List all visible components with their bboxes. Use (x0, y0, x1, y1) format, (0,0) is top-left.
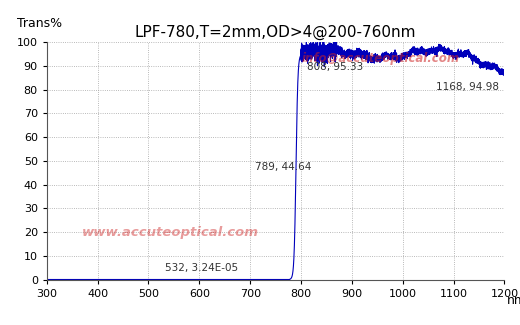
Text: 532, 3.24E-05: 532, 3.24E-05 (165, 263, 238, 273)
Text: Trans%: Trans% (17, 17, 62, 30)
Text: nm: nm (506, 294, 520, 307)
Text: www.accuteoptical.com: www.accuteoptical.com (82, 226, 259, 239)
Text: 789, 44.64: 789, 44.64 (255, 162, 311, 172)
Title: LPF-780,T=2mm,OD>4@200-760nm: LPF-780,T=2mm,OD>4@200-760nm (135, 25, 417, 40)
Text: 808, 95.33: 808, 95.33 (307, 61, 363, 72)
Text: info@accuteoptical.com: info@accuteoptical.com (302, 52, 460, 65)
Text: 1168, 94.98: 1168, 94.98 (436, 82, 499, 92)
